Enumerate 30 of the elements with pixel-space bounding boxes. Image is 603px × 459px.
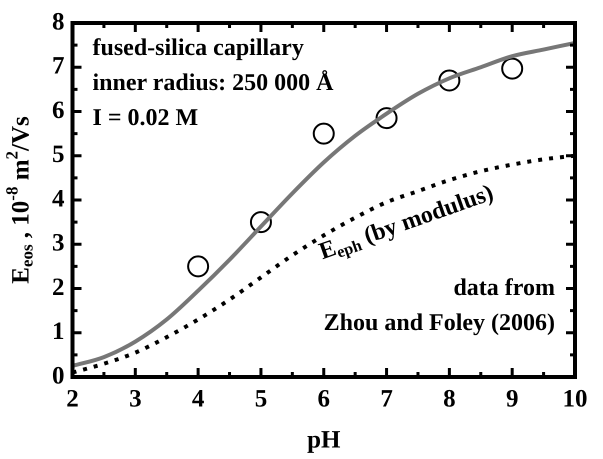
y-tick-label: 4 [52,185,65,212]
x-tick-label: 8 [443,385,456,412]
point [376,107,398,130]
annotation: Zhou and Foley (2006) [324,310,556,336]
y-tick-label: 1 [52,318,64,346]
x-tick-label: 9 [506,385,518,412]
x-tick-label: 7 [380,385,393,412]
annotation: fused-silica capillary [92,35,304,62]
y-tick-label: 5 [52,141,64,168]
point [438,70,460,92]
point [501,58,524,80]
y-tick-label: 2 [52,274,64,301]
y-axis-title: Eeos , 10-8 m2/Vs [2,116,37,284]
y-tick-label: 6 [52,96,64,124]
x-tick-label: 3 [129,385,142,412]
x-tick-label: 10 [562,385,588,412]
y-tick-label: 7 [52,52,64,80]
y-tick-label: 3 [52,230,64,257]
y-tick-label: 0 [52,362,64,390]
annotation: inner radius: 250 000 Å [92,70,334,96]
annotation: I = 0.02 M [92,105,198,132]
point [250,211,272,234]
x-tick-label: 5 [254,385,268,412]
annotation: data from [453,275,556,302]
x-tick-label: 6 [318,385,330,412]
point [312,122,335,145]
point [187,255,210,278]
x-tick-label: 4 [192,385,205,412]
x-axis-title: pH [307,426,341,454]
y-tick-label: 8 [52,8,64,36]
